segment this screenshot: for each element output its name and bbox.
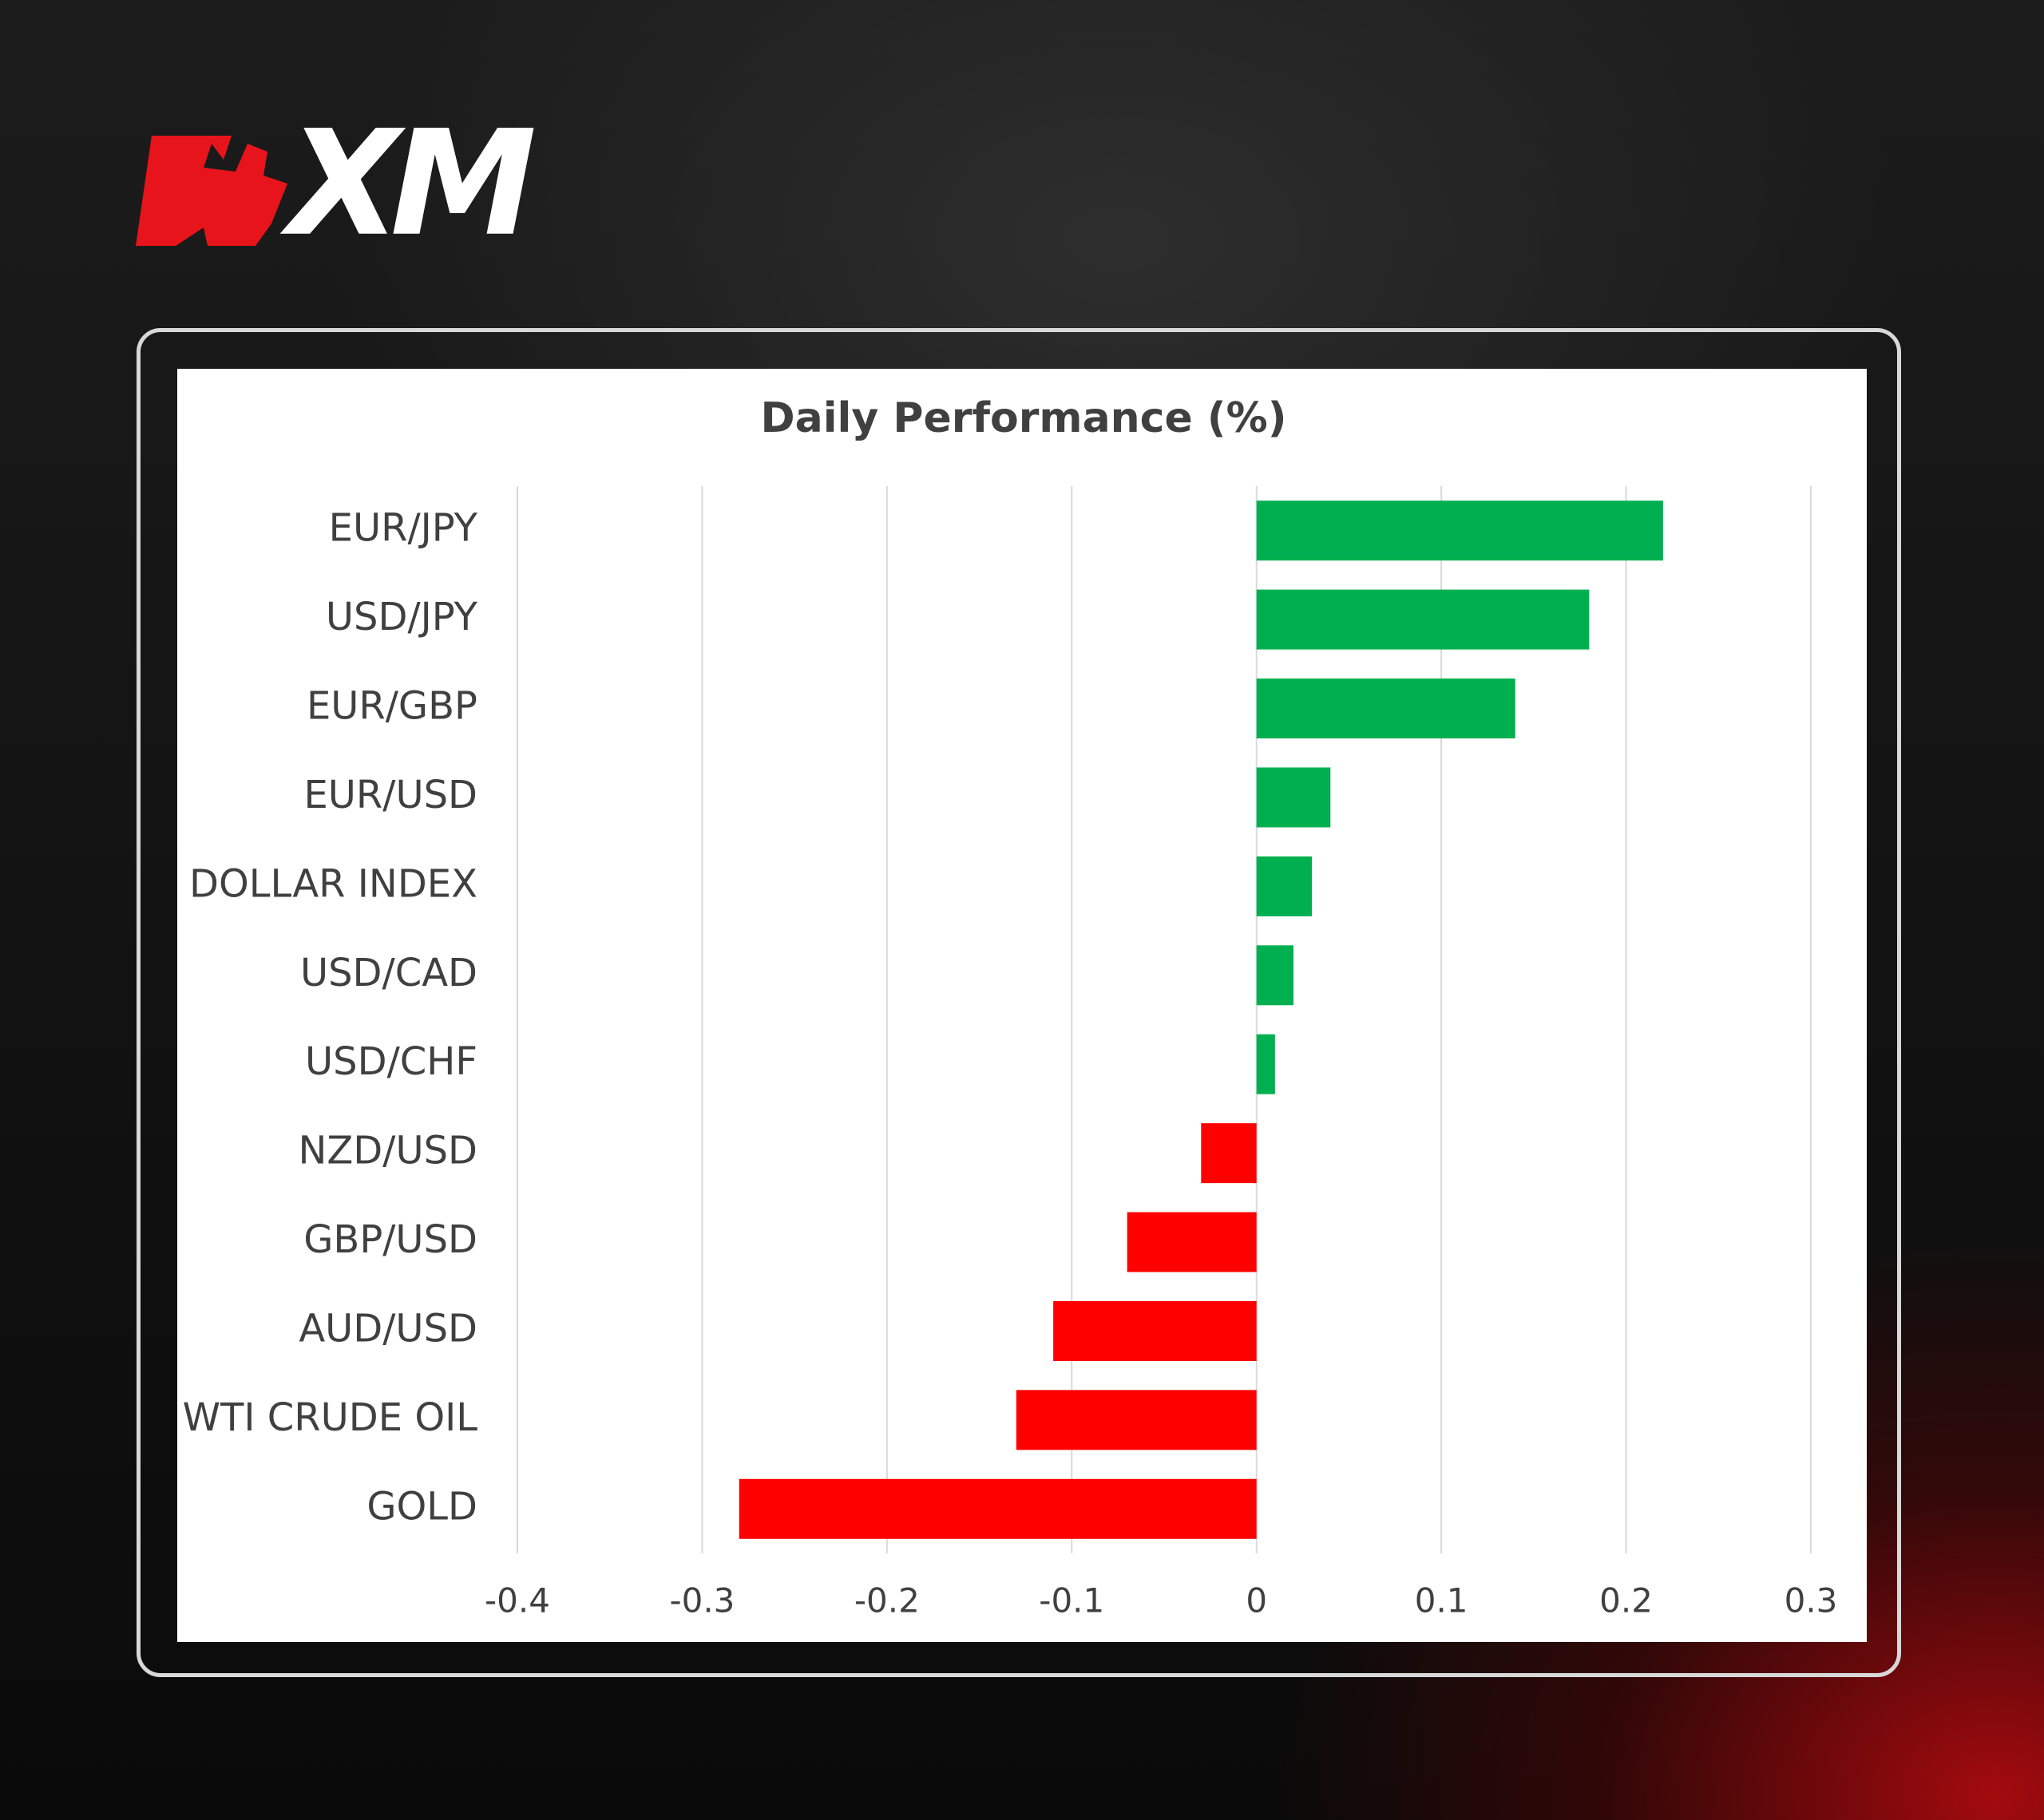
bar: [1256, 856, 1313, 916]
y-tick-label: WTI CRUDE OIL: [183, 1395, 478, 1440]
logo: XM: [136, 128, 546, 269]
x-tick-label: 0: [1246, 1581, 1267, 1620]
y-tick-label: NZD/USD: [299, 1129, 477, 1173]
bar: [1256, 589, 1590, 650]
y-tick-label: GBP/USD: [303, 1217, 477, 1262]
y-tick-label: EUR/USD: [303, 773, 477, 817]
y-tick-label: USD/JPY: [326, 595, 478, 639]
x-tick-label: 0.2: [1599, 1581, 1653, 1620]
x-tick-label: -0.1: [1039, 1581, 1104, 1620]
bar: [1256, 500, 1663, 561]
chart-frame: [137, 328, 1901, 1677]
bar: [739, 1478, 1257, 1539]
bar: [1256, 767, 1331, 828]
y-tick-label: EUR/GBP: [307, 684, 477, 729]
bar: [1256, 679, 1515, 739]
bar: [1016, 1390, 1257, 1450]
bar: [1053, 1300, 1257, 1361]
logo-text: XM: [279, 128, 535, 269]
y-tick-label: GOLD: [366, 1484, 477, 1529]
bar: [1127, 1212, 1257, 1272]
y-tick-label: AUD/USD: [299, 1306, 477, 1351]
bar: [1201, 1123, 1257, 1184]
x-tick-label: -0.4: [485, 1581, 550, 1620]
x-tick-label: -0.3: [669, 1581, 735, 1620]
x-tick-label: -0.2: [854, 1581, 920, 1620]
bar: [1256, 1034, 1275, 1094]
logo-icon: [136, 136, 287, 246]
y-tick-label: DOLLAR INDEX: [189, 861, 477, 906]
chart-title: Daily Performance (%): [760, 394, 1286, 442]
y-tick-label: USD/CAD: [300, 951, 477, 995]
y-tick-label: USD/CHF: [305, 1039, 477, 1084]
bar: [1256, 945, 1293, 1006]
y-tick-label: EUR/JPY: [329, 506, 478, 551]
x-tick-label: 0.1: [1415, 1581, 1468, 1620]
x-tick-label: 0.3: [1785, 1581, 1838, 1620]
